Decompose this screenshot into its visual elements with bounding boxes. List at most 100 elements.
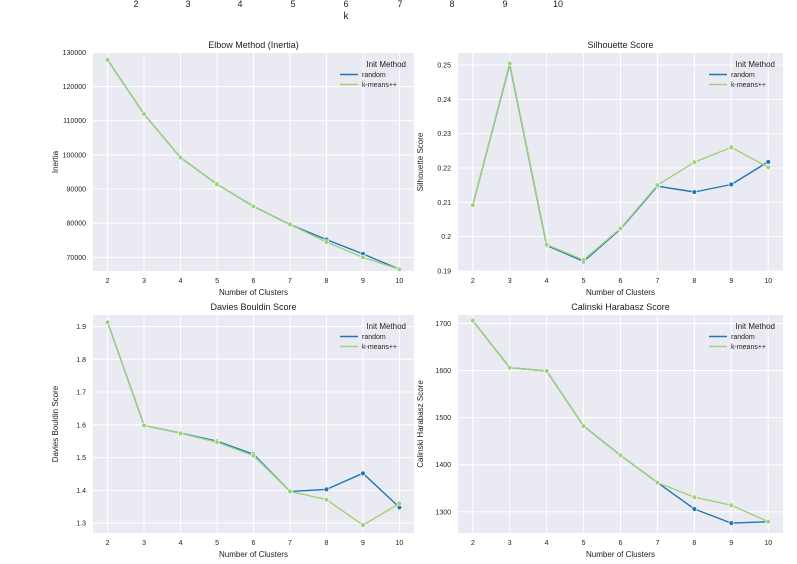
x-tick-label: 7 <box>288 278 292 285</box>
y-tick-label: 1.4 <box>76 488 86 495</box>
x-tick-label: 8 <box>325 540 329 547</box>
x-axis-label: Number of Clusters <box>586 288 655 297</box>
legend-label: random <box>731 72 755 79</box>
data-point <box>104 319 111 325</box>
data-point <box>691 494 698 500</box>
legend-title: Init Method <box>366 60 406 69</box>
x-tick-label: 2 <box>106 540 110 547</box>
top-axis-remnant: 2 3 4 5 6 7 8 9 10 k <box>133 0 563 22</box>
data-point <box>691 159 698 165</box>
data-point <box>765 159 771 165</box>
x-tick-label: 3 <box>142 540 146 547</box>
x-tick-label: 8 <box>692 278 696 285</box>
data-point <box>396 500 403 507</box>
y-tick-label: 1400 <box>435 462 451 469</box>
y-tick-label: 130000 <box>63 50 86 57</box>
legend: Init Method random k-means++ <box>709 60 775 89</box>
chart-title: Silhouette Score <box>587 40 653 50</box>
top-tick-label: 5 <box>290 0 295 9</box>
y-axis-label: Inertia <box>51 150 60 173</box>
data-point <box>360 470 366 477</box>
x-tick-label: 6 <box>252 540 256 547</box>
chart-title: Calinski Harabasz Score <box>571 302 670 312</box>
x-tick-label: 2 <box>471 540 475 547</box>
y-tick-label: 80000 <box>67 221 87 228</box>
legend-label: k-means++ <box>362 344 397 351</box>
x-tick-label: 6 <box>619 278 623 285</box>
chart-title: Elbow Method (Inertia) <box>208 40 299 50</box>
subplot-2: 0.19 0.2 0.21 0.22 0.23 0.24 0.25 2 3 4 5 6 7 8 9 10 Sil… <box>416 40 783 297</box>
x-tick-label: 7 <box>655 540 659 547</box>
x-tick-label: 6 <box>252 278 256 285</box>
x-tick-label: 3 <box>508 278 512 285</box>
top-axis-label: k <box>344 11 350 22</box>
y-tick-label: 1.8 <box>76 357 86 364</box>
x-axis-label: Number of Clusters <box>219 288 288 297</box>
data-point <box>323 496 330 503</box>
top-tick-label: 10 <box>553 0 563 9</box>
data-point <box>177 430 184 437</box>
y-tick-label: 1700 <box>435 321 451 328</box>
data-point <box>177 154 184 161</box>
data-point <box>691 189 698 195</box>
x-axis-label: Number of Clusters <box>219 550 288 559</box>
y-tick-label: 0.24 <box>437 97 451 104</box>
x-tick-label: 4 <box>179 540 183 547</box>
subplot-grid: 70000 80000 90000 100000 110000 120000 130000 2… <box>51 40 783 559</box>
y-tick-label: 1.3 <box>76 521 86 528</box>
y-tick-label: 0.19 <box>437 269 451 276</box>
data-point <box>654 479 661 486</box>
y-tick-label: 1600 <box>435 368 451 375</box>
top-tick-label: 4 <box>237 0 242 9</box>
data-point <box>396 266 403 272</box>
data-point <box>580 257 587 263</box>
x-tick-label: 4 <box>179 278 183 285</box>
y-tick-label: 1.6 <box>76 422 86 429</box>
data-point <box>728 181 734 188</box>
data-point <box>765 518 771 525</box>
y-axis-label: Silhouette Score <box>416 132 425 191</box>
x-tick-label: 7 <box>288 540 292 547</box>
data-point <box>104 57 111 63</box>
data-point <box>617 225 624 232</box>
data-point <box>580 423 587 429</box>
y-axis-label: Calinski Harabasz Score <box>416 380 425 468</box>
x-tick-label: 10 <box>396 278 404 285</box>
legend: Init Method random k-means++ <box>340 60 406 89</box>
legend-title: Init Method <box>735 60 775 69</box>
data-point <box>360 522 366 528</box>
x-tick-label: 4 <box>545 278 549 285</box>
x-tick-label: 9 <box>361 540 365 547</box>
y-axis-label: Davies Bouldin Score <box>51 385 60 462</box>
legend: Init Method random k-means++ <box>709 322 775 351</box>
y-tick-label: 90000 <box>67 186 87 193</box>
x-tick-label: 8 <box>325 278 329 285</box>
y-tick-label: 1.7 <box>76 390 86 397</box>
y-tick-label: 1500 <box>435 415 451 422</box>
data-point <box>617 452 624 459</box>
legend-label: k-means++ <box>731 344 766 351</box>
data-point <box>287 488 293 495</box>
x-tick-label: 5 <box>215 540 219 547</box>
y-tick-label: 0.2 <box>441 234 451 241</box>
x-tick-label: 2 <box>106 278 110 285</box>
top-tick-label: 8 <box>449 0 454 9</box>
legend-title: Init Method <box>366 322 406 331</box>
y-tick-label: 0.22 <box>437 166 451 173</box>
y-tick-label: 0.23 <box>437 131 451 138</box>
data-point <box>507 60 513 66</box>
top-tick-label: 7 <box>397 0 402 9</box>
subplot-1: 70000 80000 90000 100000 110000 120000 130000 2… <box>51 40 414 297</box>
legend-label: random <box>362 72 386 79</box>
data-point <box>250 203 257 210</box>
data-point <box>214 439 220 445</box>
data-point <box>323 486 330 493</box>
subplot-3: 1.3 1.4 1.5 1.6 1.7 1.8 1.9 2 3 4 5 6 7 8 9 10 Davies Bo… <box>51 302 414 559</box>
data-point <box>214 181 220 187</box>
x-tick-label: 5 <box>215 278 219 285</box>
data-point <box>543 241 550 248</box>
data-point <box>543 368 550 374</box>
data-point <box>507 365 513 371</box>
y-tick-label: 120000 <box>63 84 86 91</box>
